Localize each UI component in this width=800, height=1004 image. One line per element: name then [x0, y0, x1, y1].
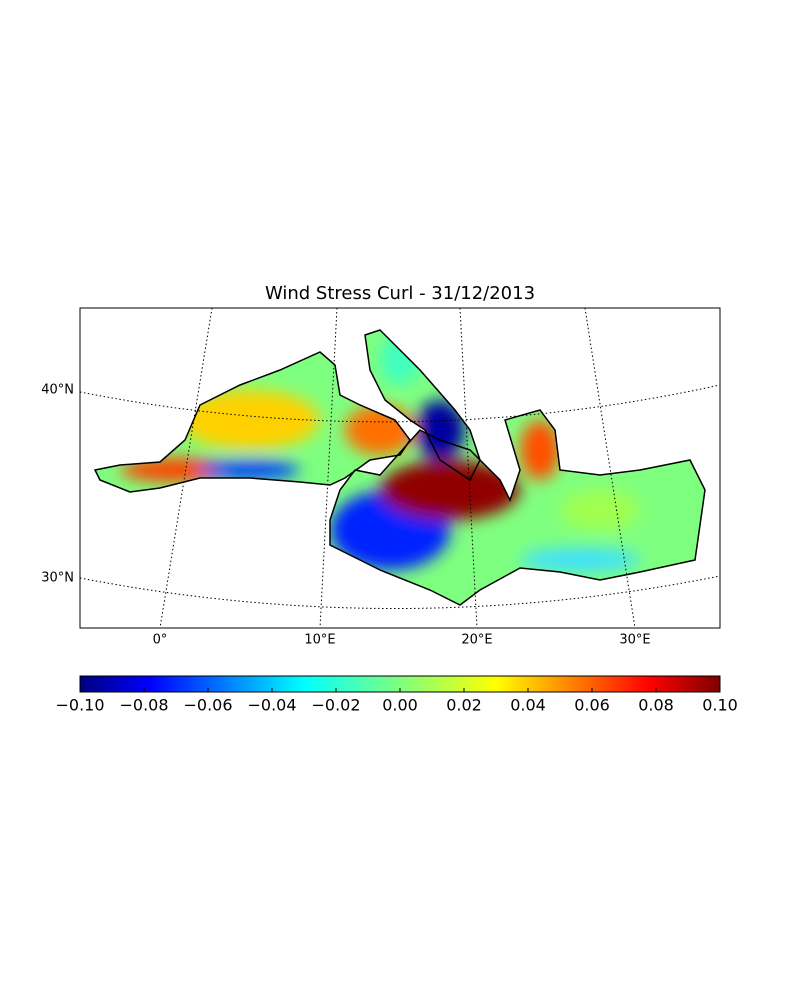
- colorbar-tick-label: −0.02: [311, 696, 360, 715]
- graticule: [79, 307, 721, 629]
- lon-label: 10°E: [304, 633, 335, 648]
- lat-label: 30°N: [41, 571, 74, 586]
- map: 40°N 30°N 0° 10°E 20°E 30°E: [41, 307, 721, 648]
- colorbar-tick-label: 0.02: [446, 696, 482, 715]
- colorbar-tick-label: −0.10: [55, 696, 104, 715]
- colorbar: −0.10 −0.08 −0.06 −0.04 −0.02 0.00 0.02 0.04 0.0…: [55, 675, 738, 715]
- lon-label: 0°: [153, 633, 168, 648]
- map-frame: [79, 307, 721, 629]
- colorbar-tick-label: −0.04: [247, 696, 296, 715]
- lon-label: 30°E: [619, 633, 650, 648]
- colorbar-tick-label: 0.08: [638, 696, 674, 715]
- colorbar-tick-label: 0.06: [574, 696, 610, 715]
- colorbar-tick-label: 0.10: [702, 696, 738, 715]
- colorbar-tick-label: −0.08: [119, 696, 168, 715]
- lon-label: 20°E: [461, 633, 492, 648]
- colorbar-tick-label: 0.00: [382, 696, 418, 715]
- colorbar-tick-label: −0.06: [183, 696, 232, 715]
- lat-label: 40°N: [41, 383, 74, 398]
- colorbar-tick-label: 0.04: [510, 696, 546, 715]
- title: Wind Stress Curl - 31/12/2013: [265, 283, 535, 304]
